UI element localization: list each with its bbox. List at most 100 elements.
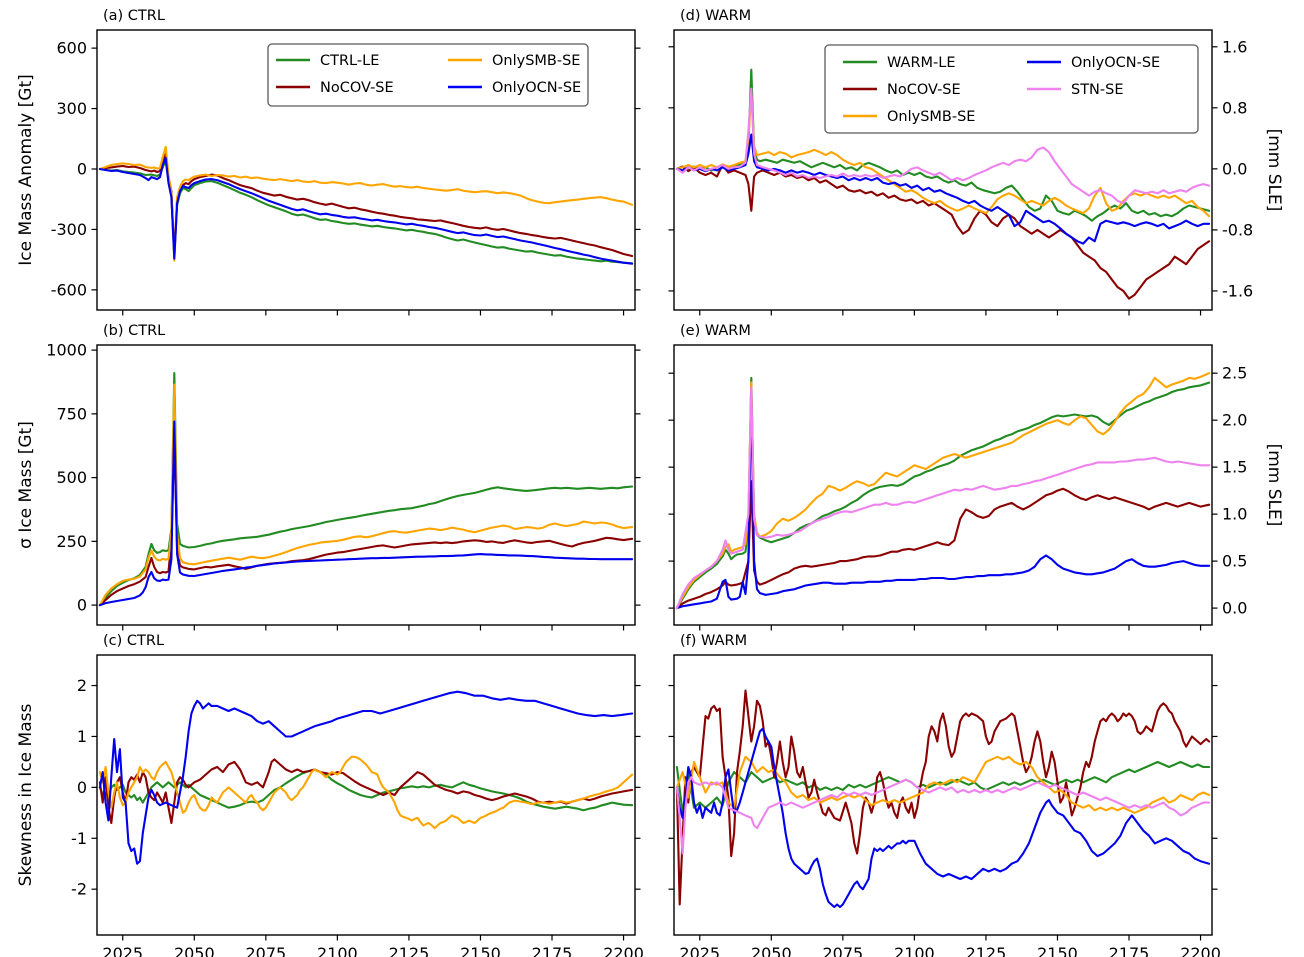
spines-d bbox=[673, 29, 1213, 311]
legend-label-OnlySMB-SE: OnlySMB-SE bbox=[887, 109, 975, 125]
y-tick-label-d: 0.8 bbox=[1222, 98, 1247, 117]
series-f-NoCOV-SE bbox=[675, 689, 1211, 906]
series-c-OnlyOCN-SE bbox=[98, 690, 634, 865]
y-tick-label-d: -0.8 bbox=[1222, 220, 1253, 239]
panel-title-f: (f) WARM bbox=[680, 633, 748, 649]
y-tick-label-b: 250 bbox=[56, 532, 87, 551]
x-tick-label-c: 2100 bbox=[317, 944, 358, 957]
x-tick-label-f: 2125 bbox=[966, 944, 1007, 957]
x-tick-label-c: 2050 bbox=[174, 944, 215, 957]
series-d-NoCOV-SE bbox=[675, 163, 1211, 300]
legend-label-OnlyOCN-SE: OnlyOCN-SE bbox=[492, 80, 581, 96]
y-axis-label-ice-mass-anomaly: Ice Mass Anomaly [Gt] bbox=[16, 74, 36, 266]
panel-title-c: (c) CTRL bbox=[103, 633, 165, 649]
panel-title-d: (d) WARM bbox=[680, 8, 752, 24]
y-axis-label-mm-sle-mid: [mm SLE] bbox=[1264, 443, 1284, 527]
legend-label-OnlyOCN-SE: OnlyOCN-SE bbox=[1071, 55, 1160, 71]
y-tick-label-c: 1 bbox=[77, 727, 87, 746]
x-tick-label-f: 2050 bbox=[751, 944, 792, 957]
series-a-NoCOV-SE bbox=[98, 152, 634, 258]
x-tick-label-c: 2025 bbox=[102, 944, 143, 957]
series-e-OnlyOCN-SE bbox=[675, 390, 1211, 610]
plot-area-d bbox=[675, 68, 1211, 300]
plot-area-c bbox=[98, 690, 634, 865]
panel-title-e: (e) WARM bbox=[680, 323, 751, 339]
y-tick-label-e: 1.5 bbox=[1222, 458, 1247, 477]
x-tick-label-c: 2200 bbox=[603, 944, 644, 957]
x-tick-label-f: 2025 bbox=[679, 944, 720, 957]
series-e-STN-SE bbox=[675, 386, 1211, 610]
legend-label-NoCOV-SE: NoCOV-SE bbox=[887, 82, 961, 98]
panel-c: 2025 2050 2075 2100 2125 2150 2175 2200 2 1 0 -1 -2 bbox=[71, 654, 644, 957]
x-tick-label-c: 2150 bbox=[460, 944, 501, 957]
spines-a bbox=[96, 29, 636, 311]
series-b-NoCOV-SE bbox=[98, 435, 634, 607]
x-tick-label-c: 2125 bbox=[389, 944, 430, 957]
y-tick-label-c: 0 bbox=[77, 778, 87, 797]
y-tick-label-b: 750 bbox=[56, 404, 87, 423]
spines-c bbox=[96, 654, 636, 936]
y-tick-label-c: -2 bbox=[71, 880, 87, 899]
legend-label-OnlySMB-SE: OnlySMB-SE bbox=[492, 53, 580, 69]
series-b-OnlyOCN-SE bbox=[98, 420, 634, 607]
panel-title-b: (b) CTRL bbox=[103, 323, 166, 339]
x-tick-label-f: 2075 bbox=[822, 944, 863, 957]
y-tick-label-e: 0.5 bbox=[1222, 552, 1247, 571]
x-tick-label-f: 2175 bbox=[1109, 944, 1150, 957]
spines-f bbox=[673, 654, 1213, 936]
y-axis-label-skewness: Skewness in Ice Mass bbox=[16, 703, 36, 887]
series-d-STN-SE bbox=[675, 87, 1211, 205]
y-tick-label-e: 0.0 bbox=[1222, 599, 1247, 618]
y-axis-label-sigma-ice-mass: σ Ice Mass [Gt] bbox=[16, 421, 36, 549]
y-tick-label-d: 1.6 bbox=[1222, 37, 1247, 56]
legend-d: WARM-LE NoCOV-SE OnlySMB-SE OnlyOCN-SE STN-S… bbox=[824, 44, 1199, 134]
series-d-OnlyOCN-SE bbox=[675, 133, 1211, 245]
y-tick-label-c: -1 bbox=[71, 829, 87, 848]
y-tick-label-d: -1.6 bbox=[1222, 281, 1253, 300]
y-tick-label-a: -300 bbox=[51, 220, 87, 239]
y-axis-label-mm-sle-top: [mm SLE] bbox=[1264, 128, 1284, 212]
panel-b: 1000 750 500 250 0 bbox=[46, 341, 641, 631]
series-a-OnlyOCN-SE bbox=[98, 156, 634, 265]
y-tick-label-b: 500 bbox=[56, 468, 87, 487]
plot-area-f bbox=[675, 689, 1211, 909]
x-tick-label-f: 2100 bbox=[894, 944, 935, 957]
x-tick-label-c: 2075 bbox=[245, 944, 286, 957]
series-b-OnlySMB-SE bbox=[98, 383, 634, 607]
series-f-STN-SE bbox=[675, 776, 1211, 855]
panel-a: 600 300 0 -300 -600 CTRL-LE NoCOV-SE OnlySMB-SE… bbox=[51, 29, 641, 316]
plot-area-a bbox=[98, 145, 634, 265]
y-tick-label-a: 0 bbox=[77, 159, 87, 178]
panel-d: 1.6 0.8 0.0 -0.8 -1.6 WARM-LE NoCOV-SE OnlySMB-… bbox=[668, 29, 1253, 316]
panel-e: 0.0 0.5 1.0 1.5 2.0 2.5 bbox=[668, 344, 1247, 631]
panel-title-a: (a) CTRL bbox=[103, 8, 165, 24]
y-tick-label-a: 600 bbox=[56, 39, 87, 58]
y-tick-label-b: 0 bbox=[77, 596, 87, 615]
y-tick-label-e: 2.0 bbox=[1222, 411, 1247, 430]
series-f-OnlySMB-SE bbox=[675, 755, 1211, 814]
legend-box-d bbox=[824, 44, 1199, 134]
y-tick-label-e: 2.5 bbox=[1222, 364, 1247, 383]
plot-area-e bbox=[675, 372, 1211, 610]
spines-b bbox=[96, 344, 636, 626]
y-tick-label-e: 1.0 bbox=[1222, 505, 1247, 524]
legend-a: CTRL-LE NoCOV-SE OnlySMB-SE OnlyOCN-SE bbox=[267, 43, 589, 107]
series-f-OnlyOCN-SE bbox=[675, 727, 1211, 909]
series-d-OnlySMB-SE bbox=[675, 91, 1211, 218]
y-tick-label-a: -600 bbox=[51, 280, 87, 299]
y-tick-label-a: 300 bbox=[56, 99, 87, 118]
x-tick-label-f: 2200 bbox=[1180, 944, 1221, 957]
series-e-OnlySMB-SE bbox=[675, 372, 1211, 610]
x-tick-label-c: 2175 bbox=[532, 944, 573, 957]
legend-label-CTRL-LE: CTRL-LE bbox=[320, 53, 379, 69]
legend-label-NoCOV-SE: NoCOV-SE bbox=[320, 80, 394, 96]
series-a-OnlySMB-SE bbox=[98, 145, 634, 262]
y-tick-label-d: 0.0 bbox=[1222, 159, 1247, 178]
series-d-WARM-LE bbox=[675, 68, 1211, 222]
panel-f: 2025 2050 2075 2100 2125 2150 2175 2200 bbox=[668, 654, 1221, 957]
spines-e bbox=[673, 344, 1213, 626]
legend-label-WARM-LE: WARM-LE bbox=[887, 55, 956, 71]
y-tick-label-b: 1000 bbox=[46, 341, 87, 360]
